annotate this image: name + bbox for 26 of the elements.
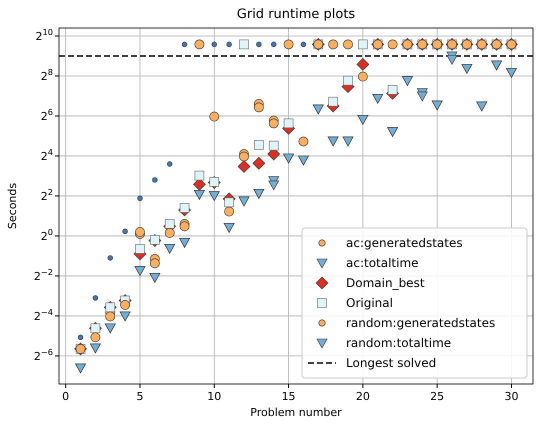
chart-title: Grid runtime plots — [236, 7, 356, 22]
x-tick-label: 30 — [504, 390, 518, 403]
y-tick-label: 2$^{4}$ — [40, 146, 53, 163]
x-tick-label: 25 — [430, 390, 444, 403]
legend-label: Original — [346, 296, 393, 310]
y-tick-label: 2$^{−4}$ — [34, 306, 53, 323]
legend-label: ac:generatedstates — [346, 236, 463, 250]
x-tick-label: 10 — [207, 390, 222, 403]
legend-label: Longest solved — [346, 356, 436, 370]
legend-label: Domain_best — [346, 276, 425, 290]
x-axis-title: Problem number — [250, 406, 342, 419]
y-tick-label: 2$^{8}$ — [40, 66, 53, 83]
y-tick-label: 2$^{−6}$ — [34, 346, 53, 363]
y-tick-label: 2$^{10}$ — [36, 26, 53, 43]
y-tick-label: 2$^{2}$ — [40, 186, 53, 203]
x-tick-label: 0 — [62, 390, 70, 403]
x-tick-label: 15 — [282, 390, 296, 403]
y-axis-title: Seconds — [6, 182, 19, 230]
x-tick-label: 20 — [356, 390, 370, 403]
y-tick-label: 2$^{−2}$ — [34, 266, 53, 283]
y-tick-label: 2$^{6}$ — [40, 106, 53, 123]
legend-label: random:totaltime — [346, 336, 452, 350]
x-tick-label: 5 — [136, 390, 144, 403]
legend-label: ac:totaltime — [346, 256, 419, 270]
y-tick-label: 2$^{0}$ — [40, 226, 53, 243]
legend-label: random:generatedstates — [346, 316, 496, 330]
